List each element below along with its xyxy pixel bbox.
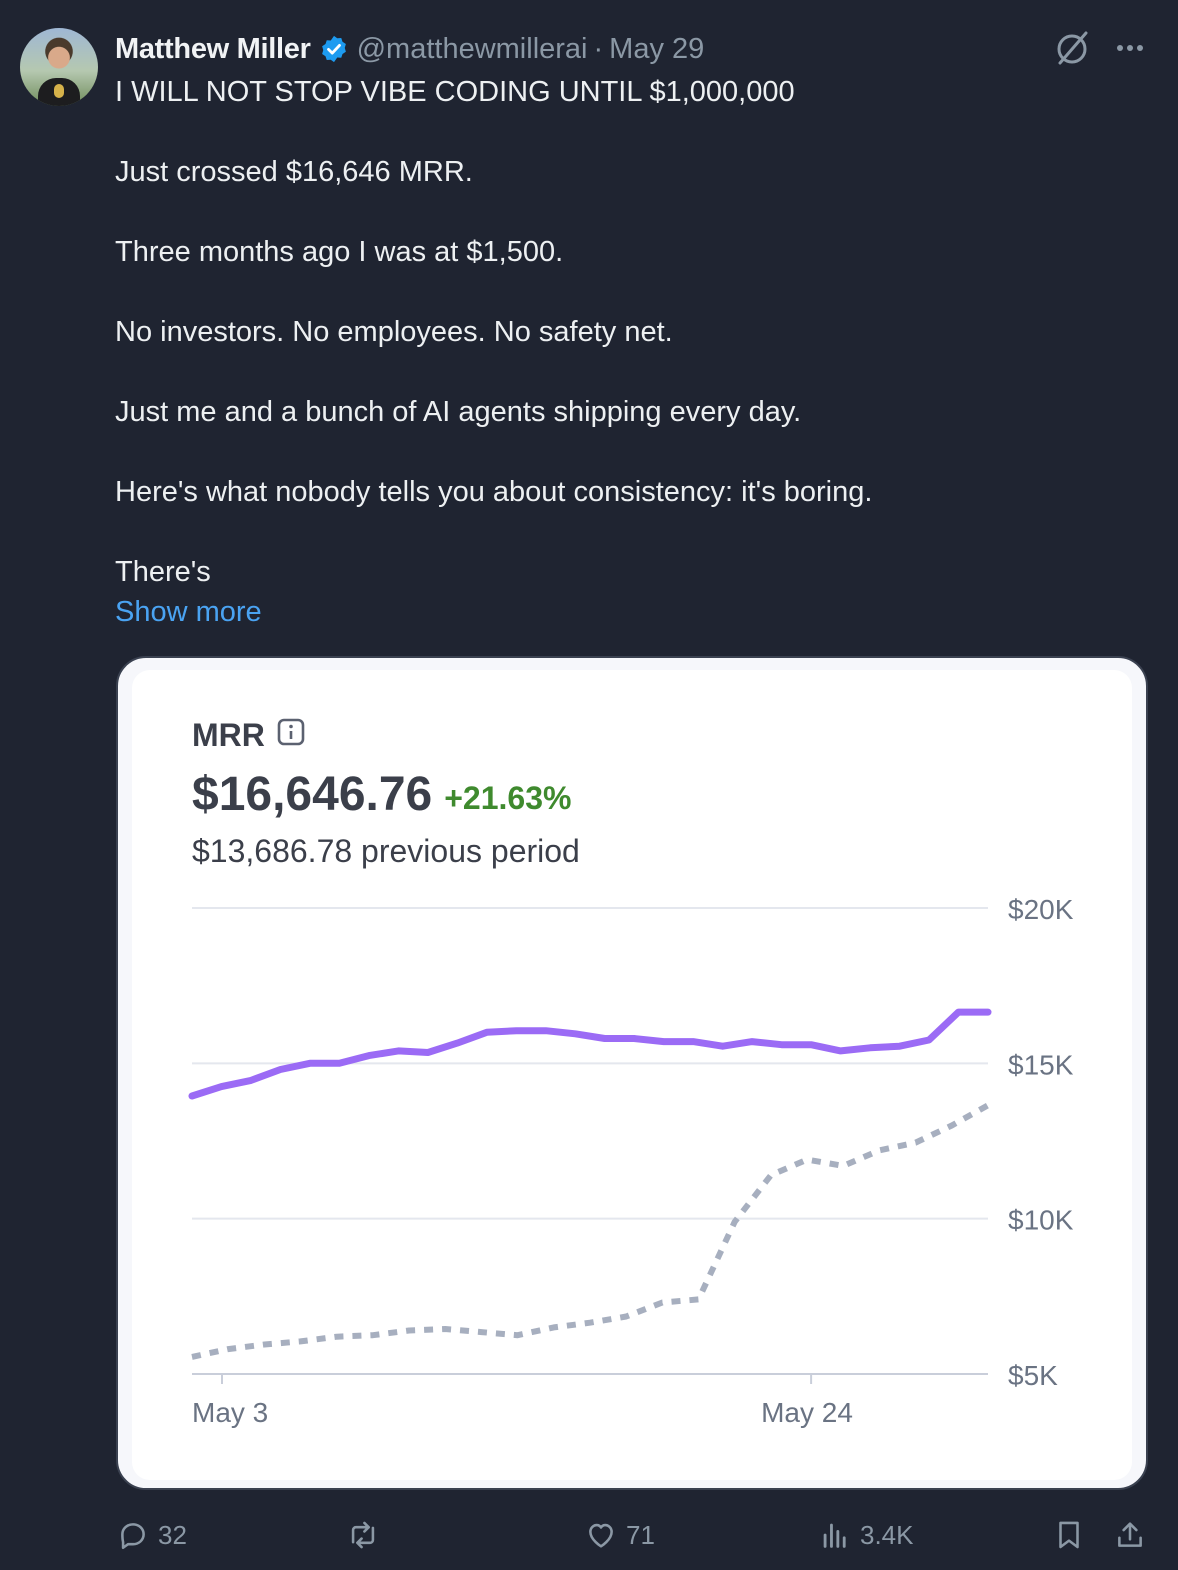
media-card[interactable]: MRR $16,646.76 +21.63% $13,686.78 previo…	[116, 656, 1148, 1490]
previous-period: $13,686.78 previous period	[192, 833, 580, 869]
y-tick-label: $20K	[1008, 894, 1074, 925]
metric-label: MRR	[192, 717, 265, 753]
separator-dot: ·	[593, 32, 604, 65]
previous-period-line	[191, 1102, 990, 1360]
reply-count: 32	[158, 1519, 187, 1550]
views-count: 3.4K	[860, 1519, 914, 1550]
text-line: Three months ago I was at $1,500.	[115, 236, 564, 268]
grok-icon[interactable]	[1052, 28, 1092, 68]
repost-button[interactable]	[346, 1510, 388, 1560]
chart-image: MRR $16,646.76 +21.63% $13,686.78 previo…	[132, 670, 1132, 1480]
views-icon	[823, 1523, 846, 1548]
views-button[interactable]: 3.4K	[818, 1510, 914, 1560]
metric-change: +21.63%	[444, 780, 571, 816]
text-line: I WILL NOT STOP VIBE CODING UNTIL $1,000…	[115, 76, 795, 108]
share-button[interactable]	[1113, 1510, 1147, 1560]
reply-icon	[121, 1523, 145, 1550]
text-line: Just me and a bunch of AI agents shippin…	[115, 396, 802, 428]
show-more-link[interactable]: Show more	[115, 596, 262, 628]
text-line: There's	[115, 556, 211, 588]
mrr-chart: MRR $16,646.76 +21.63% $13,686.78 previo…	[188, 717, 1074, 1428]
like-count: 71	[626, 1519, 655, 1550]
metric-value: $16,646.76	[192, 768, 432, 821]
reply-button[interactable]: 32	[116, 1510, 187, 1560]
info-icon	[277, 718, 305, 746]
x-tick-label: May 24	[761, 1397, 853, 1428]
tweet-text: I WILL NOT STOP VIBE CODING UNTIL $1,000…	[115, 72, 1145, 632]
avatar[interactable]	[20, 28, 98, 106]
tweet-header: Matthew Miller @matthewmillerai · May 29	[115, 30, 704, 68]
y-tick-label: $10K	[1008, 1205, 1074, 1236]
y-tick-label: $15K	[1008, 1049, 1074, 1080]
share-icon	[1118, 1522, 1142, 1547]
more-icon[interactable]	[1112, 30, 1148, 66]
x-tick-label: May 3	[192, 1397, 268, 1428]
chart-series	[188, 1008, 992, 1360]
y-tick-label: $5K	[1008, 1360, 1058, 1391]
text-line: No investors. No employees. No safety ne…	[115, 316, 673, 348]
repost-icon	[351, 1521, 375, 1549]
post-date[interactable]: May 29	[609, 32, 705, 65]
author-handle[interactable]: @matthewmillerai	[356, 32, 588, 65]
verified-badge-icon	[321, 35, 346, 63]
author-name[interactable]: Matthew Miller	[115, 32, 311, 65]
chart-ticks: $20K $15K $10K $5K May 3 May 24	[192, 894, 1074, 1428]
avatar-medal	[54, 84, 64, 98]
like-button[interactable]: 71	[584, 1510, 655, 1560]
bookmark-button[interactable]	[1052, 1510, 1086, 1560]
action-bar: 32 71 3.4K	[0, 1510, 1178, 1560]
current-period-line	[188, 1008, 992, 1100]
text-line: Here's what nobody tells you about consi…	[115, 476, 873, 508]
bookmark-icon	[1059, 1521, 1079, 1549]
chart-grid	[192, 907, 988, 1375]
like-icon	[589, 1523, 613, 1548]
text-line: Just crossed $16,646 MRR.	[115, 156, 473, 188]
